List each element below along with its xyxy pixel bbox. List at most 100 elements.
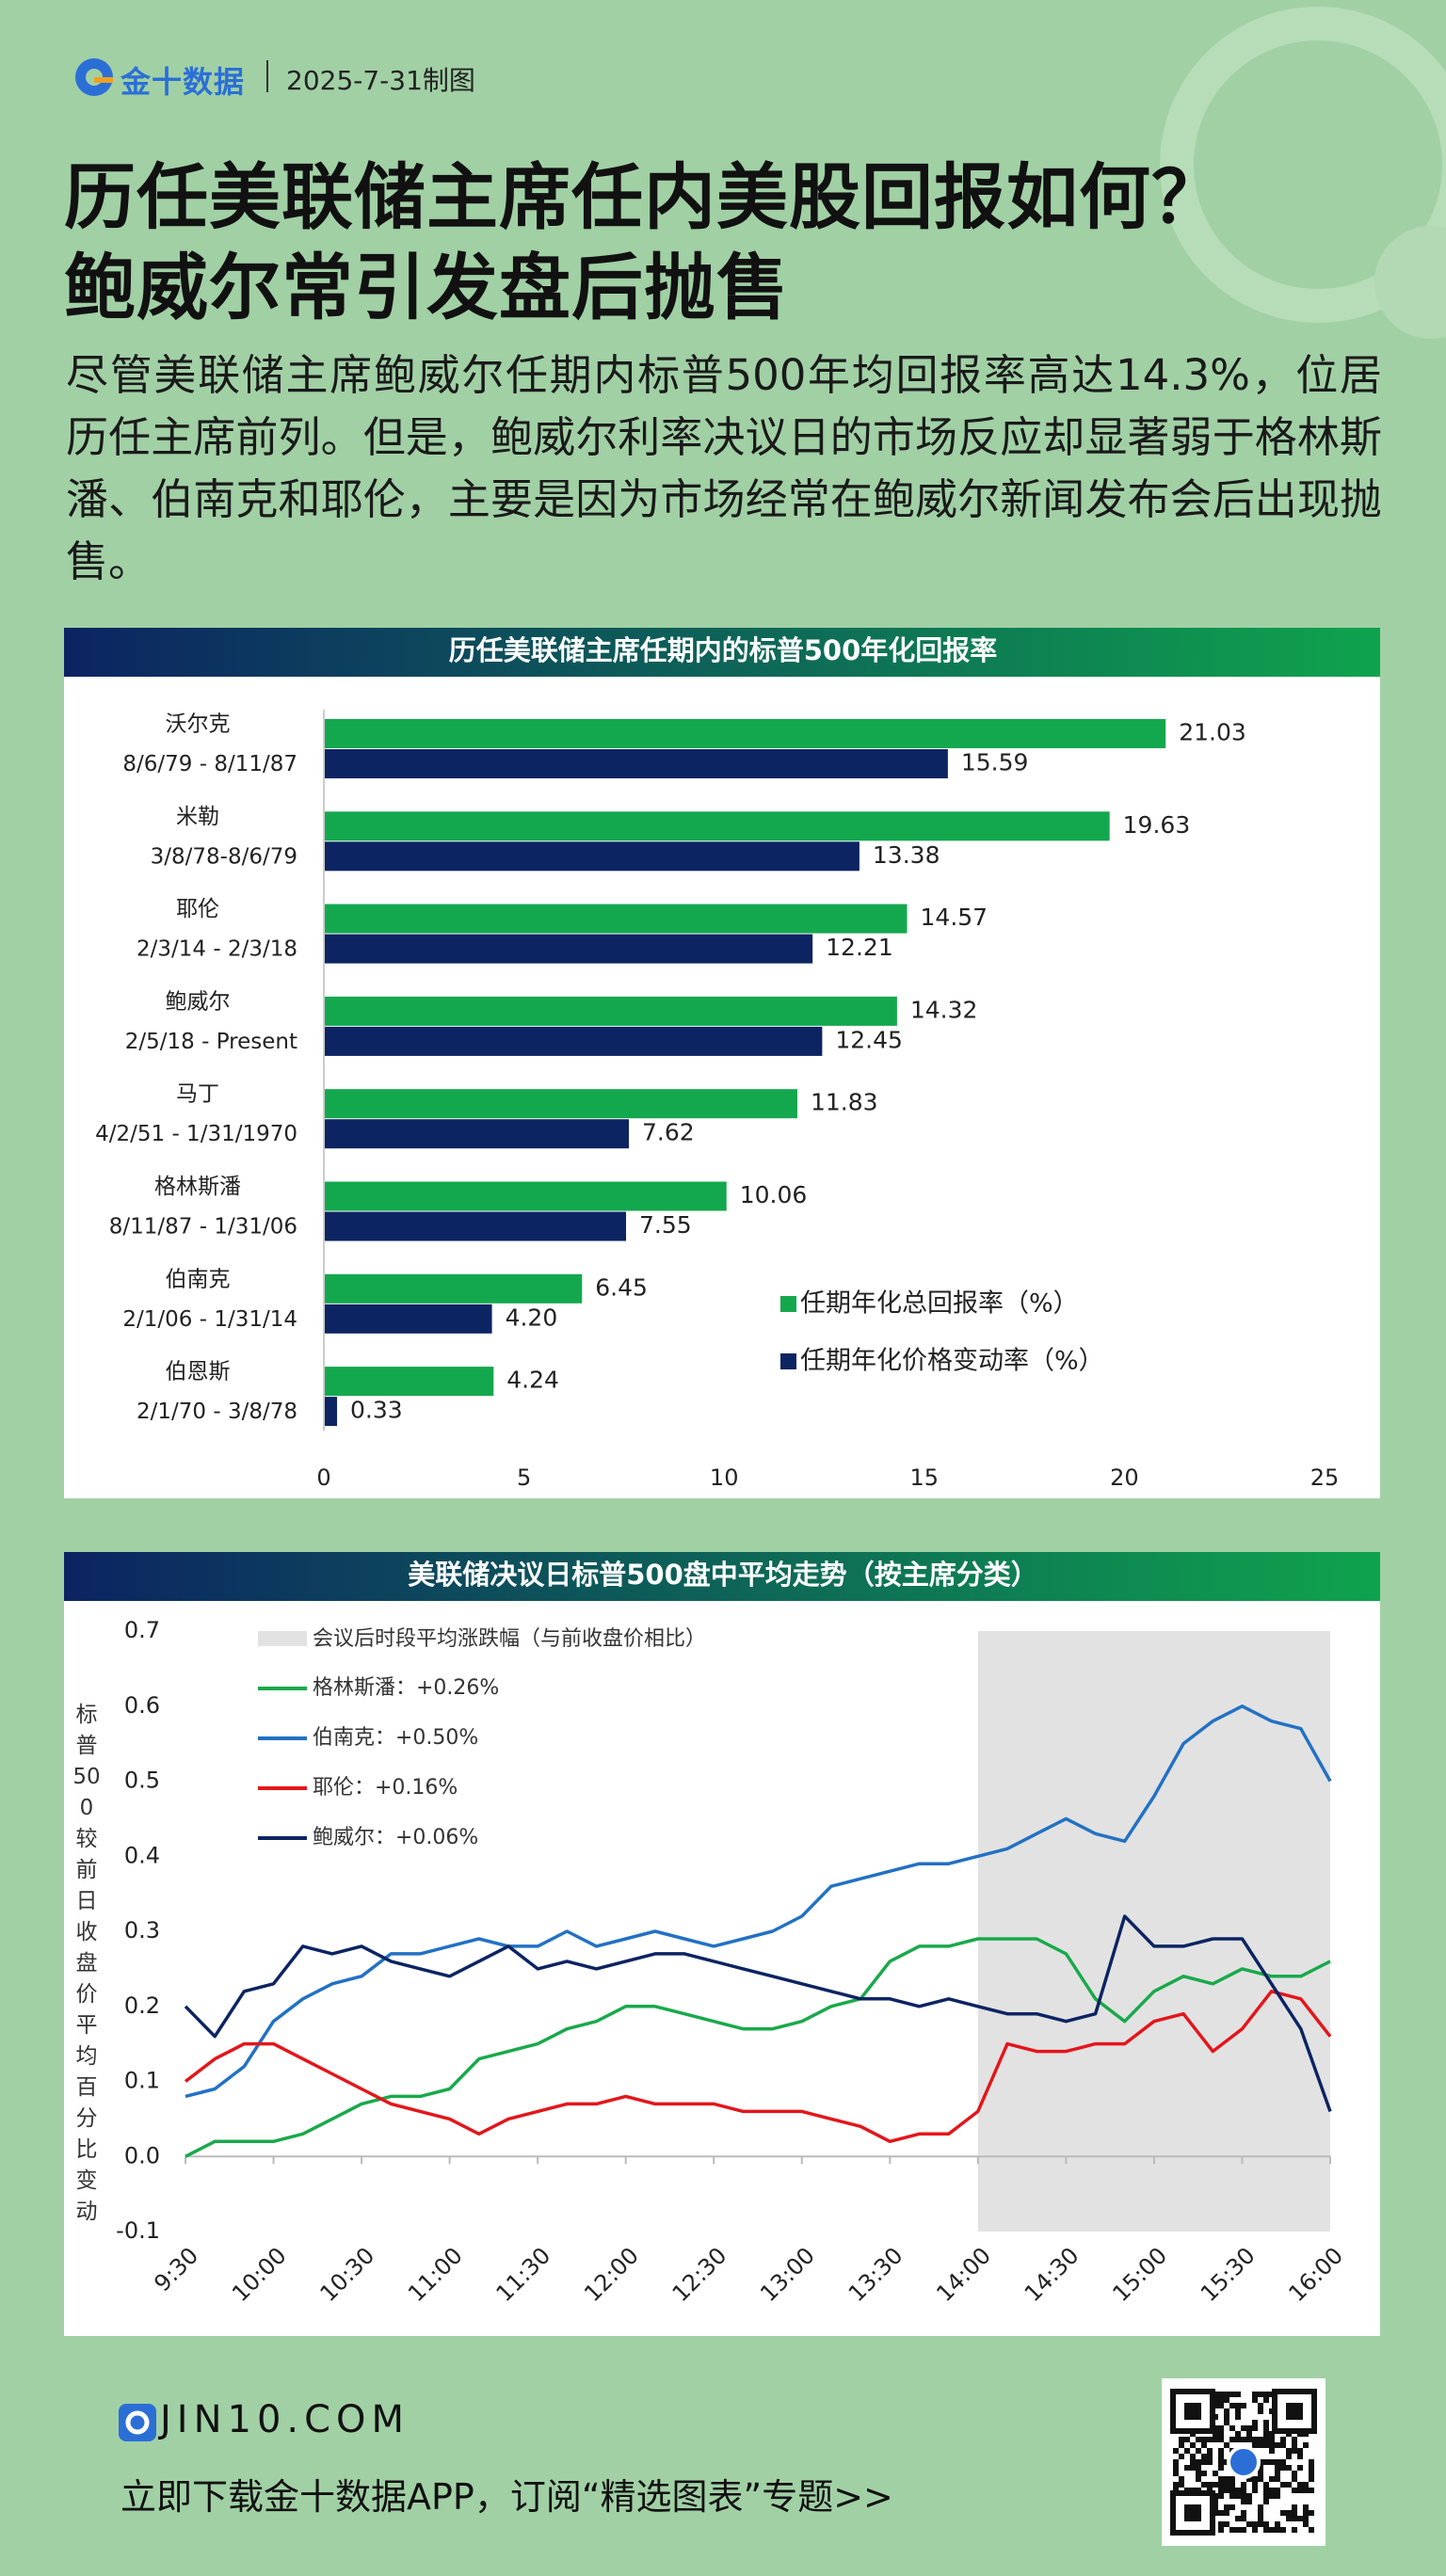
qr-cell bbox=[1275, 2442, 1280, 2448]
category-label: 伯南克 bbox=[166, 1267, 231, 1291]
qr-cell bbox=[1213, 2471, 1218, 2476]
qr-cell bbox=[1263, 2392, 1269, 2397]
qr-cell bbox=[1309, 2488, 1314, 2493]
qr-cell bbox=[1229, 2527, 1235, 2533]
value-label: 11.83 bbox=[811, 1089, 878, 1116]
qr-cell bbox=[1258, 2521, 1263, 2527]
legend-label: 会议后时段平均涨跌幅（与前收盘价相比） bbox=[313, 1627, 706, 1651]
y-tick-label: 0.7 bbox=[124, 1617, 160, 1643]
bar bbox=[324, 934, 813, 964]
qr-cell bbox=[1286, 2454, 1292, 2459]
value-label: 14.32 bbox=[910, 996, 978, 1023]
qr-cell bbox=[1258, 2437, 1263, 2442]
qr-cell bbox=[1201, 2459, 1207, 2465]
qr-cell bbox=[1275, 2527, 1280, 2533]
qr-finder bbox=[1286, 2403, 1303, 2420]
qr-cell bbox=[1218, 2493, 1224, 2499]
qr-cell bbox=[1258, 2465, 1263, 2471]
qr-cell bbox=[1179, 2442, 1184, 2448]
legend-swatch bbox=[258, 1631, 307, 1646]
qr-cell bbox=[1269, 2527, 1275, 2533]
qr-cell bbox=[1224, 2476, 1229, 2482]
value-label: 7.62 bbox=[642, 1119, 695, 1146]
qr-cell bbox=[1258, 2504, 1263, 2510]
qr-cell bbox=[1286, 2516, 1292, 2521]
legend-label: 任期年化价格变动率（%） bbox=[800, 1347, 1104, 1376]
qr-cell bbox=[1292, 2510, 1297, 2516]
y-tick-label: 0.6 bbox=[124, 1692, 160, 1719]
qr-cell bbox=[1275, 2521, 1280, 2527]
qr-cell bbox=[1280, 2459, 1286, 2465]
qr-cell bbox=[1269, 2459, 1275, 2465]
qr-cell bbox=[1263, 2521, 1269, 2527]
qr-cell bbox=[1303, 2521, 1309, 2527]
value-label: 4.24 bbox=[506, 1367, 559, 1394]
qr-cell bbox=[1275, 2493, 1280, 2499]
qr-cell bbox=[1235, 2437, 1241, 2442]
qr-cell bbox=[1303, 2482, 1309, 2488]
qr-cell bbox=[1263, 2425, 1269, 2431]
qr-cell bbox=[1207, 2448, 1213, 2454]
value-label: 4.20 bbox=[506, 1304, 558, 1331]
bar bbox=[324, 719, 1166, 748]
qr-cell bbox=[1218, 2437, 1224, 2442]
category-label: 耶伦 bbox=[176, 897, 219, 921]
qr-cell bbox=[1201, 2454, 1207, 2459]
qr-cell bbox=[1235, 2408, 1241, 2414]
qr-cell bbox=[1201, 2437, 1207, 2442]
y-tick-label: 0.0 bbox=[124, 2142, 160, 2168]
qr-cell bbox=[1309, 2471, 1314, 2476]
qr-cell bbox=[1258, 2516, 1263, 2521]
qr-cell bbox=[1196, 2471, 1201, 2476]
qr-cell bbox=[1201, 2442, 1207, 2448]
qr-cell bbox=[1218, 2488, 1224, 2493]
qr-cell bbox=[1263, 2493, 1269, 2499]
bar bbox=[324, 811, 1110, 841]
highlight-region bbox=[977, 1631, 1330, 2232]
qr-cell bbox=[1207, 2459, 1213, 2465]
value-label: 14.57 bbox=[921, 904, 988, 931]
bar bbox=[324, 749, 948, 778]
qr-cell bbox=[1303, 2516, 1309, 2521]
legend-label: 伯南克：+0.50% bbox=[313, 1726, 478, 1750]
qr-cell bbox=[1280, 2437, 1286, 2442]
qr-cell bbox=[1309, 2527, 1314, 2533]
qr-cell bbox=[1218, 2465, 1224, 2471]
qr-cell bbox=[1224, 2392, 1229, 2397]
qr-cell bbox=[1252, 2437, 1258, 2442]
qr-cell bbox=[1207, 2437, 1213, 2442]
qr-cell bbox=[1173, 2482, 1179, 2488]
bar bbox=[324, 1181, 727, 1211]
qr-cell bbox=[1280, 2510, 1286, 2516]
qr-cell bbox=[1252, 2476, 1258, 2482]
qr-cell bbox=[1241, 2493, 1246, 2499]
x-tick-label: 20 bbox=[1110, 1464, 1139, 1491]
qr-cell bbox=[1275, 2465, 1280, 2471]
bar bbox=[324, 1119, 630, 1149]
bar bbox=[324, 1273, 583, 1304]
qr-cell bbox=[1224, 2408, 1229, 2414]
qr-cell bbox=[1224, 2521, 1229, 2527]
qr-cell bbox=[1252, 2521, 1258, 2527]
qr-cell bbox=[1252, 2488, 1258, 2493]
qr-cell bbox=[1252, 2420, 1258, 2425]
qr-cell bbox=[1263, 2420, 1269, 2425]
qr-cell bbox=[1263, 2442, 1269, 2448]
qr-cell bbox=[1252, 2527, 1258, 2533]
value-label: 7.55 bbox=[639, 1211, 692, 1239]
qr-cell bbox=[1275, 2488, 1280, 2493]
qr-cell bbox=[1286, 2465, 1292, 2471]
qr-cell bbox=[1269, 2493, 1275, 2499]
qr-cell bbox=[1246, 2521, 1252, 2527]
y-tick-label: 0.1 bbox=[124, 2068, 160, 2094]
qr-cell bbox=[1184, 2448, 1190, 2454]
x-tick-label: 0 bbox=[316, 1464, 330, 1491]
qr-cell bbox=[1218, 2527, 1224, 2533]
qr-cell bbox=[1246, 2437, 1252, 2442]
x-tick-label: 5 bbox=[517, 1464, 531, 1491]
qr-cell bbox=[1235, 2493, 1241, 2499]
bar bbox=[324, 1367, 494, 1397]
qr-cell bbox=[1235, 2392, 1241, 2397]
qr-cell bbox=[1252, 2392, 1258, 2397]
qr-cell bbox=[1196, 2465, 1201, 2471]
